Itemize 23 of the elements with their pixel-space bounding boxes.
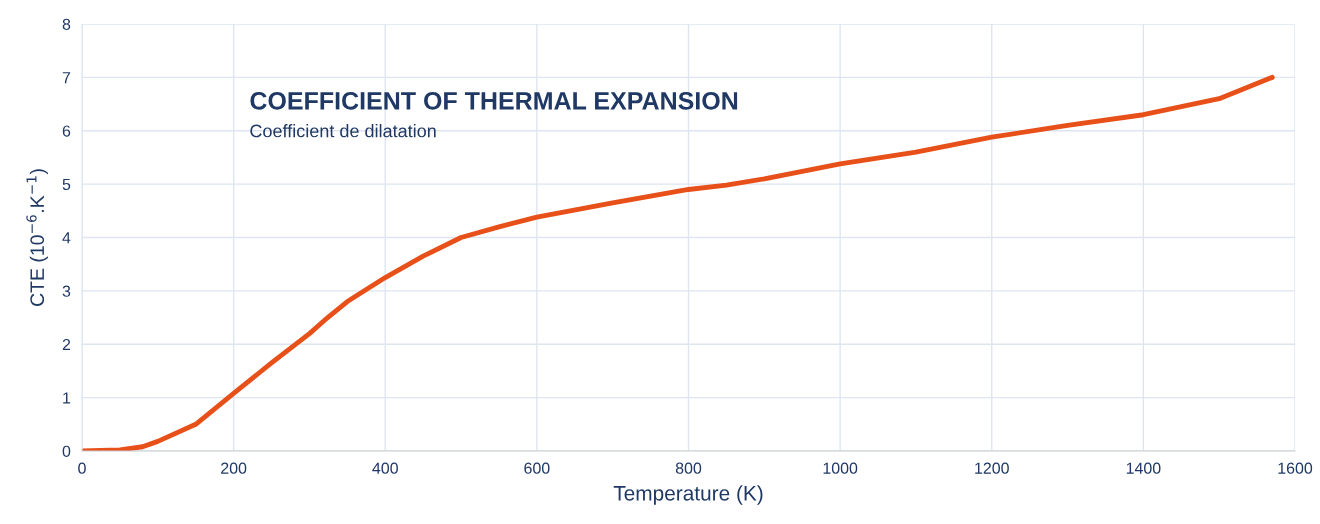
x-axis-title: Temperature (K)	[613, 485, 763, 505]
x-tick-label: 200	[221, 462, 247, 474]
x-tick-label: 400	[372, 462, 398, 474]
text: COEFFICIENT OF THERMAL EXPANSION	[250, 91, 738, 110]
y-tick-label: 8	[62, 18, 71, 30]
x-tick-label: 800	[675, 462, 702, 474]
text: Coefficient de dilatation	[250, 124, 436, 138]
y-tick-label: 3	[62, 285, 71, 297]
y-tick-label: 5	[62, 178, 71, 191]
y-axis-title: CTE (10$^{−6}$.K$^{−1}$)	[26, 169, 48, 306]
x-tick-label: 1600	[1278, 462, 1313, 474]
y-tick-label: 6	[62, 125, 71, 137]
x-tick-label: 1200	[975, 462, 1009, 474]
y-tick-label: 2	[62, 338, 71, 351]
x-tick-label: 1400	[1126, 462, 1161, 474]
y-tick-label: 1	[63, 392, 71, 404]
y-tick-label: 4	[62, 232, 71, 244]
x-tick-label: 1000	[823, 462, 858, 474]
y-tick-label: 0	[62, 445, 71, 457]
x-tick-label: 0	[78, 462, 86, 474]
x-tick-label: 600	[524, 462, 550, 474]
line-series	[82, 74, 1275, 451]
y-tick-label: 7	[62, 72, 71, 84]
